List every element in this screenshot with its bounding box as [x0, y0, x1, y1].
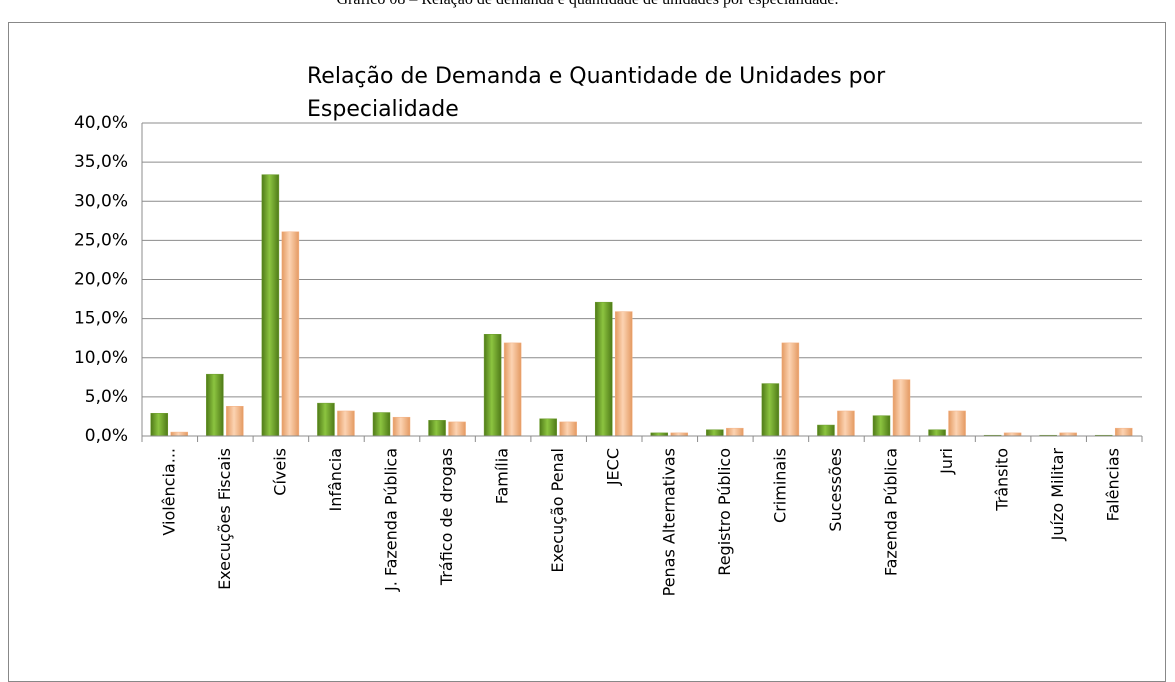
bar [817, 424, 835, 437]
bar [226, 406, 244, 437]
y-tick-label: 30,0% [74, 191, 128, 211]
y-tick-label: 0,0% [85, 426, 128, 446]
bar [706, 429, 724, 437]
x-tick-label: Infância [326, 448, 345, 511]
bar [837, 410, 855, 437]
bar [892, 379, 911, 437]
bar [503, 342, 522, 437]
y-tick-label: 40,0% [74, 113, 128, 133]
x-tick-label: Cíveis [270, 448, 289, 496]
bar [559, 421, 577, 437]
x-tick-label: Família [493, 448, 512, 504]
y-tick-label: 10,0% [74, 348, 128, 368]
bar [761, 383, 780, 437]
bar [206, 373, 224, 437]
bar [483, 334, 502, 437]
bar [150, 413, 169, 437]
bar [281, 231, 300, 437]
x-tick-label: J. Fazenda Pública [382, 448, 401, 592]
x-tick-label: Penas Alternativas [659, 448, 678, 596]
x-tick-label: Registro Público [715, 448, 734, 576]
bar [392, 416, 411, 437]
x-tick-label: Violência... [159, 448, 178, 536]
bar [337, 410, 355, 437]
x-tick-label: Execuções Fiscais [215, 448, 234, 590]
bar [928, 429, 946, 437]
bar [170, 431, 189, 437]
bar [261, 174, 280, 437]
x-tick-label: Juri [937, 448, 956, 475]
bar [317, 402, 335, 437]
x-tick-label: Trânsito [993, 448, 1012, 512]
x-tick-label: Fazenda Pública [882, 448, 901, 576]
bar [614, 311, 633, 437]
x-tick-label: Juízo Militar [1048, 448, 1067, 542]
bar [726, 427, 744, 437]
bar [1114, 427, 1133, 437]
x-tick-label: Tráfico de drogas [437, 448, 456, 586]
bar [372, 412, 391, 437]
x-tick-label: JECC [604, 448, 623, 486]
x-tick-label: Falências [1104, 448, 1123, 521]
chart-title: Relação de Demanda e Quantidade de Unida… [307, 64, 886, 122]
bar [872, 415, 891, 437]
caption: Gráfico 08 – Relação de demanda e quanti… [0, 0, 1175, 9]
bar [948, 410, 966, 437]
y-tick-label: 15,0% [74, 309, 128, 329]
y-tick-label: 35,0% [74, 152, 128, 172]
y-tick-label: 5,0% [85, 387, 128, 407]
x-tick-label: Sucessões [826, 448, 845, 532]
bar [448, 421, 466, 437]
bar [594, 301, 613, 437]
y-tick-label: 25,0% [74, 230, 128, 250]
chart: 0,0% 5,0% 10,0% 15,0% 20,0% 25,0% 30,0% 35,0% 40… [74, 113, 1143, 596]
x-tick-label: Criminais [770, 448, 789, 523]
x-tick-label: Execução Penal [548, 448, 567, 573]
bar [781, 342, 800, 437]
bar [428, 420, 446, 437]
bar [539, 418, 557, 437]
y-tick-label: 20,0% [74, 270, 128, 290]
